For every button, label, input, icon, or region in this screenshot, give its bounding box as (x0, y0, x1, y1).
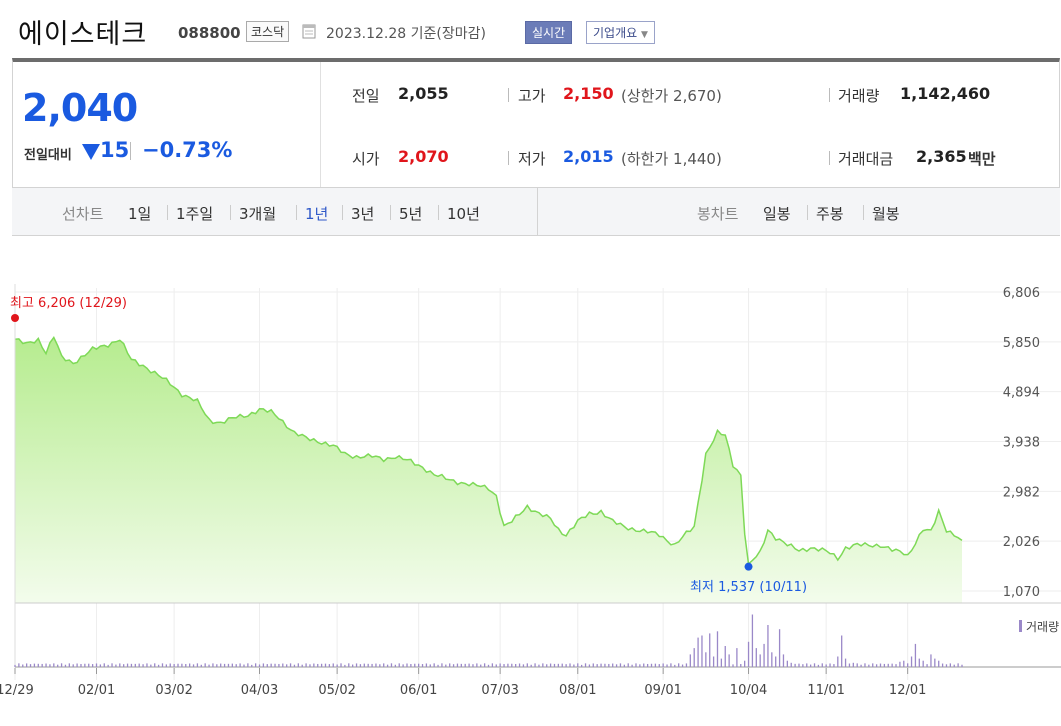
upper-limit: (상한가 2,670) (621, 87, 722, 105)
down-triangle-icon (82, 144, 100, 160)
y-tick-label: 3,938 (1003, 436, 1040, 451)
x-tick-label: 02/01 (78, 683, 115, 698)
low-label: 저가 (518, 150, 546, 168)
period-separator (390, 205, 391, 220)
open-label: 시가 (352, 150, 380, 168)
period-separator (230, 205, 231, 220)
period-separator (167, 205, 168, 220)
separator (508, 151, 509, 165)
calendar-icon (302, 24, 316, 39)
company-overview-button[interactable]: 기업개요 ▼ (586, 21, 655, 44)
separator (508, 88, 509, 102)
x-tick-label: 09/01 (644, 683, 681, 698)
period-separator (438, 205, 439, 220)
candle-chart-title: 봉차트 (697, 205, 739, 223)
volume-legend: 거래량 (1026, 620, 1059, 634)
current-price: 2,040 (22, 86, 138, 130)
period-separator (296, 205, 297, 220)
price-area (15, 337, 962, 603)
x-tick-label: 12/29 (0, 683, 34, 698)
separator (829, 151, 830, 165)
realtime-button[interactable]: 실시간 (525, 21, 573, 44)
x-tick-label: 07/03 (481, 683, 518, 698)
lower-limit: (하한가 1,440) (621, 150, 722, 168)
period-tab[interactable]: 3년 (351, 205, 375, 223)
company-overview-label: 기업개요 (593, 26, 638, 40)
amount-label: 거래대금 (838, 150, 894, 168)
prev-close-label: 전일 (352, 87, 380, 105)
quote-divider-horizontal (12, 187, 1060, 188)
x-tick-label: 10/04 (730, 683, 767, 698)
open-value: 2,070 (398, 147, 449, 166)
dropdown-arrow-icon: ▼ (641, 30, 648, 40)
period-tab[interactable]: 1년 (305, 205, 329, 223)
quote-date: 2023.12.28 기준(장마감) (326, 26, 486, 42)
period-separator (342, 205, 343, 220)
candle-period-tab[interactable]: 월봉 (872, 205, 900, 223)
period-tab[interactable]: 1주일 (176, 205, 214, 223)
volume-value: 1,142,460 (900, 84, 991, 103)
volume-legend-swatch (1019, 620, 1022, 632)
high-value: 2,150 (563, 84, 614, 103)
y-tick-label: 6,806 (1003, 286, 1040, 301)
period-separator (807, 205, 808, 220)
volume-label: 거래량 (838, 87, 880, 105)
period-tab[interactable]: 5년 (399, 205, 423, 223)
compare-label: 전일대비 (24, 148, 72, 163)
y-tick-label: 2,982 (1003, 485, 1040, 500)
x-tick-label: 05/02 (318, 683, 355, 698)
amount-unit: 백만 (968, 150, 996, 168)
prev-close-value: 2,055 (398, 84, 449, 103)
y-tick-label: 4,894 (1003, 386, 1040, 401)
x-tick-label: 11/01 (807, 683, 844, 698)
chart-period-bar (12, 188, 1060, 236)
candle-period-tab[interactable]: 주봉 (816, 205, 844, 223)
x-tick-label: 06/01 (400, 683, 437, 698)
separator (829, 88, 830, 102)
x-tick-label: 03/02 (155, 683, 192, 698)
period-tab[interactable]: 10년 (447, 205, 480, 223)
low-marker (744, 562, 753, 571)
candle-period-tab[interactable]: 일봉 (763, 205, 791, 223)
price-change: 15 (100, 138, 130, 162)
market-badge: 코스닥 (246, 21, 290, 42)
price-chart[interactable]: 6,806 5,850 4,894 3,938 2,982 2,026 1,070 12/29… (0, 238, 1061, 726)
period-tab[interactable]: 3개월 (239, 205, 277, 223)
y-tick-label: 2,026 (1003, 535, 1040, 550)
period-tab[interactable]: 1일 (128, 205, 152, 223)
stock-code: 088800 (178, 24, 241, 42)
low-value: 2,015 (563, 147, 614, 166)
price-change-percent: −0.73% (142, 138, 233, 162)
period-bar-divider (537, 188, 538, 236)
amount-value: 2,365 (916, 147, 967, 166)
x-tick-label: 12/01 (889, 683, 926, 698)
high-annotation: 최고 6,206 (12/29) (10, 296, 127, 311)
period-separator (863, 205, 864, 220)
company-name: 에이스테크 (18, 19, 148, 50)
line-chart-title: 선차트 (62, 205, 104, 223)
quote-divider (320, 62, 321, 187)
price-line (14, 336, 963, 566)
high-marker (11, 314, 19, 322)
x-tick-label: 08/01 (559, 683, 596, 698)
x-tick-label: 04/03 (241, 683, 278, 698)
y-tick-label: 1,070 (1003, 585, 1040, 600)
high-label: 고가 (518, 87, 546, 105)
change-separator (130, 142, 131, 160)
y-tick-label: 5,850 (1003, 336, 1040, 351)
low-annotation: 최저 1,537 (10/11) (690, 580, 807, 595)
